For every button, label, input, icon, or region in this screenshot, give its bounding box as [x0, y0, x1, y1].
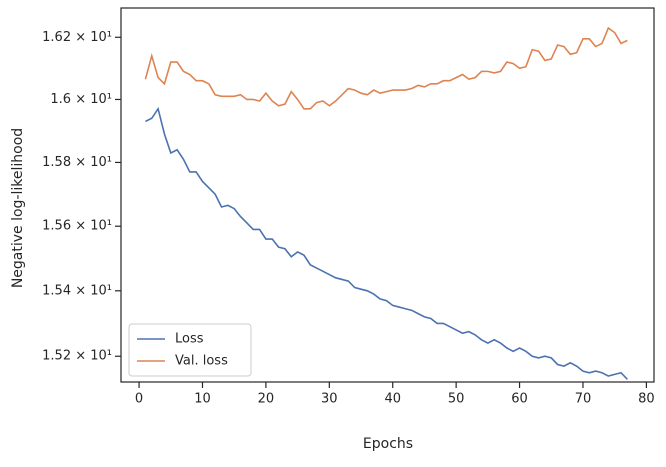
- x-tick-label: 0: [135, 392, 143, 407]
- x-tick-label: 40: [384, 392, 401, 407]
- y-tick-label: 1.58 × 10¹: [42, 155, 112, 170]
- plot-frame: [120, 7, 655, 383]
- legend: Loss Val. loss: [128, 323, 252, 377]
- line-series: [145, 106, 628, 380]
- legend-label: Loss: [175, 332, 204, 347]
- y-tick-label: 1.52 × 10¹: [42, 349, 112, 364]
- x-tick-label: 50: [448, 392, 465, 407]
- x-tick-label: 60: [511, 392, 528, 407]
- legend-label: Val. loss: [175, 354, 228, 369]
- x-tick-label: 20: [258, 392, 275, 407]
- y-tick-label: 1.56 × 10¹: [42, 219, 112, 234]
- x-tick-label: 30: [321, 392, 338, 407]
- x-axis-label: Epochs: [363, 436, 413, 452]
- line-series: [144, 26, 628, 110]
- x-tick-label: 70: [575, 392, 592, 407]
- y-tick-label: 1.62 × 10¹: [42, 30, 112, 45]
- x-tick-label: 80: [638, 392, 655, 407]
- y-axis-label: Negative log-likelihood: [10, 128, 26, 288]
- y-tick-label: 1.54 × 10¹: [42, 283, 112, 298]
- legend-box: [128, 323, 252, 377]
- x-tick-label: 10: [194, 392, 211, 407]
- y-tick-label: 1.6 × 10¹: [50, 92, 112, 107]
